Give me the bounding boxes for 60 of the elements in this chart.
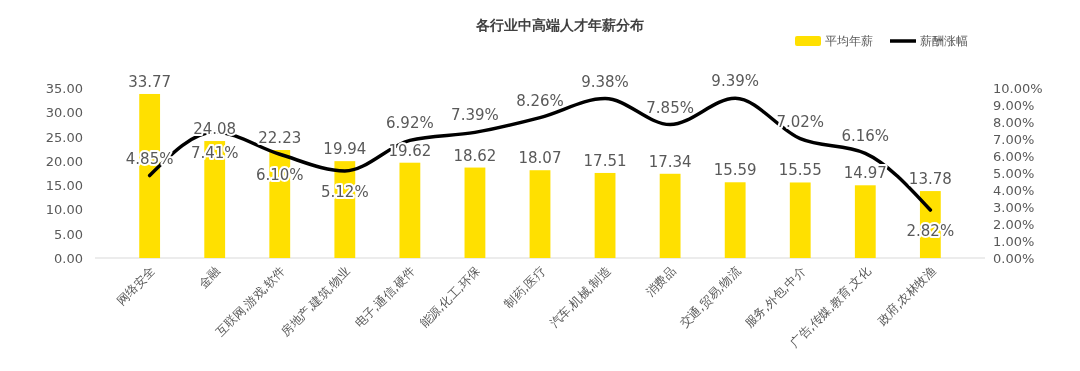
- data-label: 8.26%: [516, 91, 564, 110]
- bar: [854, 185, 876, 258]
- bar: [724, 182, 746, 258]
- y-tick-label: 20.00: [45, 153, 83, 169]
- x-tick-label: 网络安全: [113, 264, 158, 309]
- y2-tick-label: 0.00%: [993, 251, 1035, 266]
- x-tick-label: 制药,医疗: [501, 264, 549, 311]
- data-label: 18.07: [518, 149, 562, 168]
- x-tick-label: 电子,通信,硬件: [351, 264, 418, 331]
- y-tick-label: 30.00: [45, 105, 83, 121]
- y-tick-label: 0.00: [54, 251, 83, 266]
- data-label: 7.02%: [776, 112, 825, 131]
- y-tick-label: 35.00: [45, 81, 83, 96]
- bar: [789, 182, 811, 258]
- x-tick-label: 汽车,机械,制造: [546, 264, 614, 331]
- y2-tick-label: 9.00%: [993, 98, 1035, 113]
- y2-tick-label: 7.00%: [993, 132, 1035, 147]
- y-tick-label: 5.00: [54, 226, 83, 242]
- data-label: 22.23: [258, 129, 302, 148]
- x-tick-label: 能源,化工,环保: [416, 264, 484, 331]
- y2-tick-label: 10.00%: [993, 81, 1043, 96]
- data-label: 14.97: [843, 164, 887, 183]
- y2-tick-label: 3.00%: [993, 200, 1035, 215]
- data-label: 13.78: [908, 170, 952, 189]
- y-tick-label: 25.00: [45, 129, 83, 145]
- data-label: 17.51: [583, 151, 627, 170]
- data-label: 15.59: [713, 161, 757, 180]
- bar: [464, 167, 486, 258]
- bar: [399, 162, 421, 258]
- data-label: 6.92%: [386, 114, 434, 133]
- data-label: 18.62: [453, 146, 497, 165]
- legend-label: 平均年薪: [825, 34, 873, 48]
- x-tick-label: 金融: [195, 264, 223, 292]
- data-label: 9.38%: [581, 72, 629, 91]
- y2-tick-label: 1.00%: [993, 234, 1035, 249]
- y2-tick-label: 6.00%: [993, 149, 1035, 164]
- x-tick-label: 交通,贸易,物流: [677, 264, 744, 331]
- data-label: 19.94: [323, 140, 367, 159]
- y2-tick-label: 4.00%: [993, 183, 1035, 198]
- data-label: 7.39%: [451, 106, 499, 125]
- y-tick-label: 10.00: [45, 202, 83, 218]
- bar: [659, 173, 681, 258]
- data-label: 4.85%: [125, 149, 174, 168]
- y2-tick-label: 5.00%: [993, 166, 1035, 181]
- x-tick-label: 政府,农林牧渔: [874, 264, 939, 328]
- legend-label: 薪酬涨幅: [920, 34, 968, 48]
- y2-tick-label: 8.00%: [993, 115, 1035, 130]
- y2-tick-label: 2.00%: [993, 217, 1035, 232]
- bar: [594, 172, 616, 258]
- data-label: 33.77: [128, 72, 172, 91]
- data-label: 17.34: [648, 152, 692, 171]
- y-tick-label: 15.00: [45, 178, 83, 194]
- data-label: 7.85%: [646, 98, 694, 117]
- data-label: 15.55: [778, 161, 822, 180]
- data-label: 19.62: [388, 141, 432, 160]
- bar: [529, 170, 551, 258]
- data-label: 9.39%: [711, 72, 759, 91]
- x-tick-label: 消费品: [642, 264, 679, 300]
- chart-title: 各行业中高端人才年薪分布: [475, 17, 644, 33]
- data-label: 6.16%: [841, 127, 890, 146]
